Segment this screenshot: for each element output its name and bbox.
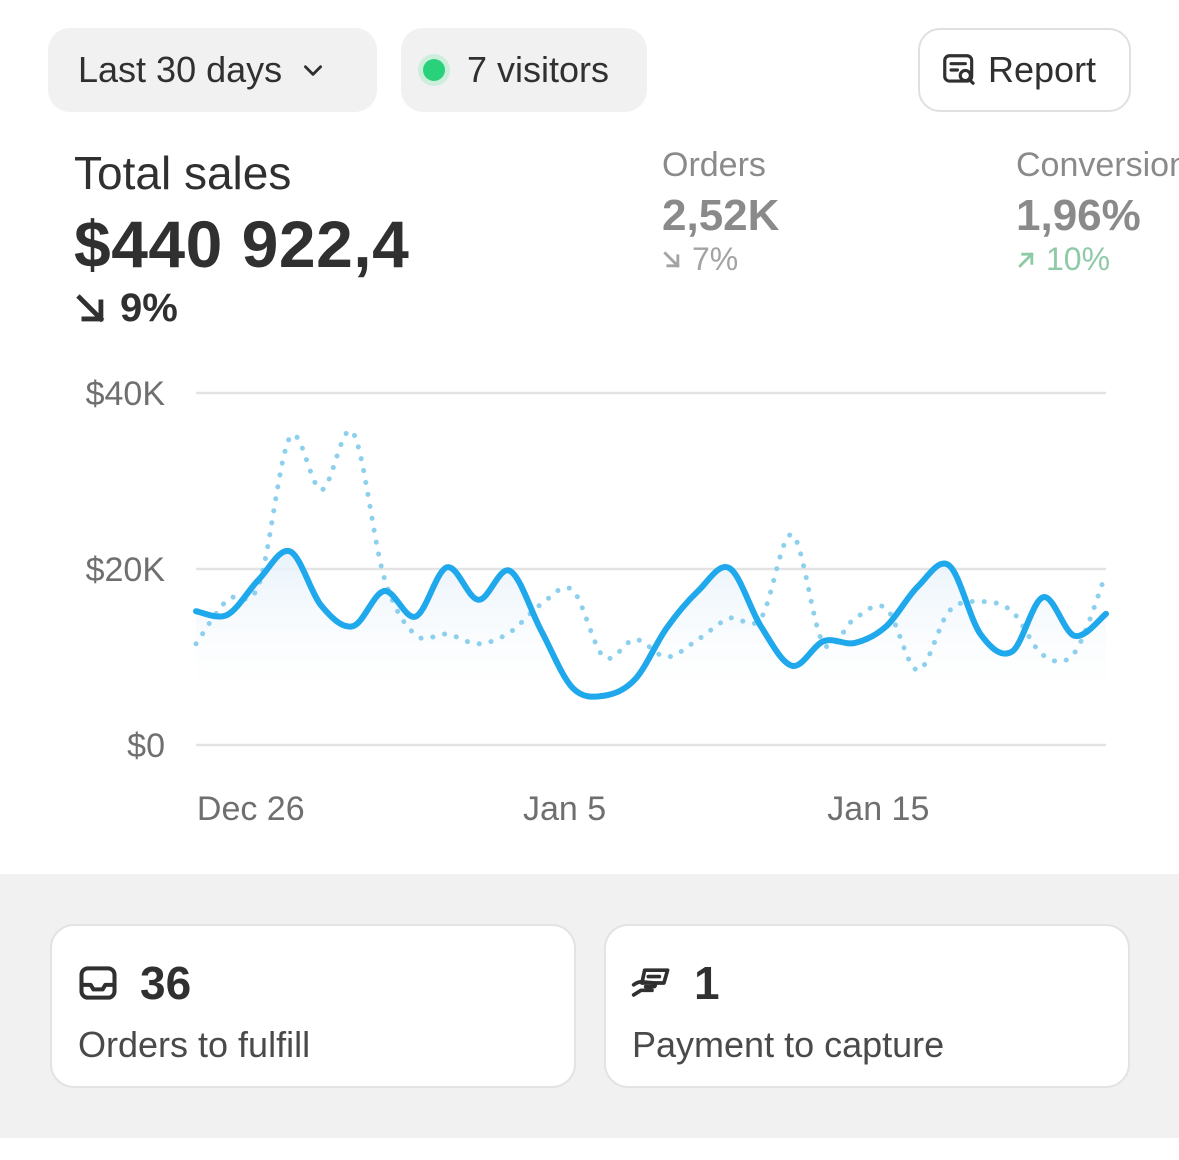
hand-cash-icon <box>631 968 670 997</box>
toolbar: Last 30 days 7 visitors Report <box>0 0 1179 130</box>
report-label: Report <box>988 49 1097 90</box>
orders-label: Orders <box>662 146 766 184</box>
conversion-label: Conversion <box>1016 146 1179 184</box>
visitors-label: 7 visitors <box>467 49 610 90</box>
report-search-icon <box>943 54 975 85</box>
sales-chart-svg: $40K $20K $0 Dec 26 Jan 5 Jan 15 <box>86 375 1109 828</box>
payment-to-capture-count: 1 <box>694 957 720 1009</box>
payment-to-capture-card[interactable]: 1 Payment to capture <box>604 924 1130 1088</box>
orders-value: 2,52K <box>662 191 780 240</box>
y-tick-label: $0 <box>127 727 165 765</box>
live-visitors-badge[interactable]: 7 visitors <box>401 28 647 112</box>
arrow-down-right-icon <box>76 293 105 322</box>
conversion-trend: 10% <box>1016 241 1179 278</box>
arrow-up-right-icon <box>1018 251 1034 268</box>
orders-to-fulfill-count: 36 <box>140 957 192 1009</box>
comparison-series-line <box>193 428 1109 673</box>
total-sales-value: $440 922,4 <box>74 207 410 281</box>
total-sales-metric[interactable]: Total sales $440 922,4 9% <box>74 146 409 331</box>
date-range-label: Last 30 days <box>78 49 283 90</box>
chevron-down-icon <box>304 65 323 76</box>
sales-chart[interactable]: $40K $20K $0 Dec 26 Jan 5 Jan 15 <box>0 360 1179 840</box>
conversion-metric[interactable]: Conversion 1,96% 10% <box>1016 146 1179 278</box>
x-tick-label: Jan 15 <box>827 790 929 828</box>
orders-metric[interactable]: Orders 2,52K 7% <box>662 146 779 278</box>
arrow-down-right-icon <box>663 250 680 268</box>
total-sales-change: 9% <box>120 286 178 330</box>
y-tick-label: $20K <box>86 551 166 589</box>
orders-trend: 7% <box>662 241 779 278</box>
orders-change: 7% <box>692 241 739 277</box>
inbox-icon <box>79 966 117 1000</box>
action-cards-section: 36 Orders to fulfill 1 Payment to captur… <box>0 874 1179 1138</box>
total-sales-label: Total sales <box>74 147 292 199</box>
total-sales-trend: 9% <box>74 286 409 331</box>
series-area <box>196 550 1106 697</box>
report-button[interactable]: Report <box>918 28 1131 112</box>
conversion-value: 1,96% <box>1016 191 1141 240</box>
orders-to-fulfill-label: Orders to fulfill <box>78 1024 311 1065</box>
y-tick-label: $40K <box>86 375 166 413</box>
primary-series-line <box>193 547 1109 700</box>
x-tick-label: Dec 26 <box>197 790 305 828</box>
date-range-selector[interactable]: Last 30 days <box>48 28 377 112</box>
payment-to-capture-label: Payment to capture <box>632 1024 945 1065</box>
x-tick-label: Jan 5 <box>523 790 606 828</box>
conversion-change: 10% <box>1046 241 1111 277</box>
live-dot-icon <box>423 59 445 81</box>
orders-to-fulfill-card[interactable]: 36 Orders to fulfill <box>50 924 576 1088</box>
